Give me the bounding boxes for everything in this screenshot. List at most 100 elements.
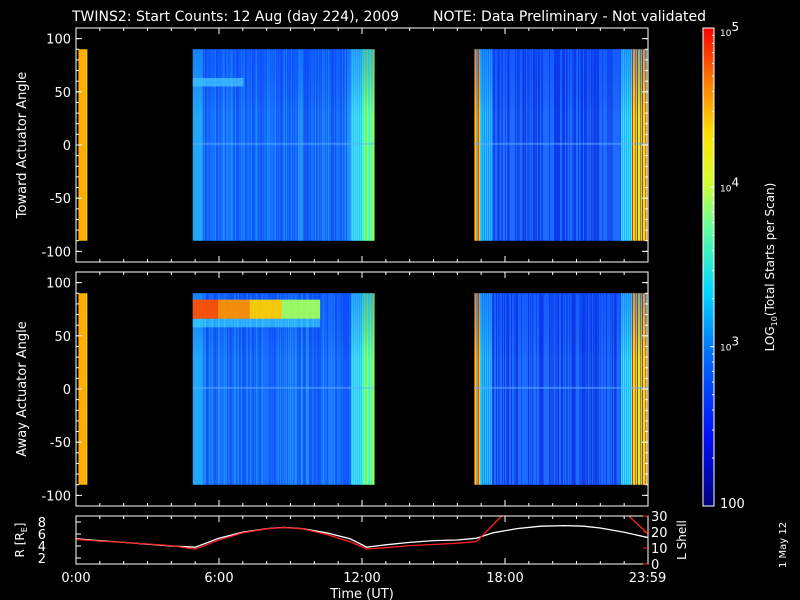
heat-column: [505, 293, 507, 485]
heat-column: [357, 49, 360, 241]
heat-column: [597, 49, 599, 241]
heat-column: [230, 293, 233, 485]
heat-column: [317, 293, 320, 485]
heat-column: [575, 49, 577, 241]
heat-column: [530, 49, 532, 241]
heat-column: [584, 293, 586, 485]
heat-column: [297, 293, 300, 485]
heat-column: [256, 293, 259, 485]
heat-column: [611, 49, 613, 241]
heat-column: [349, 49, 352, 241]
heat-column: [534, 293, 536, 485]
heat-column: [594, 49, 596, 241]
heat-column: [582, 49, 584, 241]
heat-column: [267, 49, 270, 241]
heat-column: [222, 49, 225, 241]
heat-column: [570, 49, 572, 241]
heat-column: [548, 49, 550, 241]
heat-column: [476, 49, 478, 241]
heat-column: [589, 293, 591, 485]
heat-column: [629, 293, 631, 485]
heat-column: [620, 293, 622, 485]
heat-column: [248, 293, 251, 485]
lshell-line: [628, 516, 648, 535]
y-tick-label: 50: [54, 330, 71, 345]
heat-column: [586, 49, 588, 241]
heat-column: [224, 293, 227, 485]
heat-column: [312, 293, 315, 485]
heat-column: [307, 49, 310, 241]
heat-column: [605, 49, 607, 241]
heat-column: [563, 49, 565, 241]
heat-column: [510, 49, 512, 241]
heat-column: [515, 49, 517, 241]
heat-column: [204, 293, 207, 485]
heat-column: [319, 49, 322, 241]
heat-column: [618, 49, 620, 241]
heat-column: [639, 49, 641, 241]
heat-column: [201, 49, 204, 241]
heat-column: [214, 293, 217, 485]
heat-column: [203, 49, 206, 241]
heat-column: [611, 293, 613, 485]
heat-column: [555, 49, 557, 241]
heat-column: [265, 293, 268, 485]
heat-column: [334, 293, 337, 485]
heat-column: [540, 49, 542, 241]
heat-column: [536, 49, 538, 241]
heat-column: [639, 293, 641, 485]
toward-heatmap-panel: 100 50 0 -50 -100 Toward Actuator Angle: [15, 27, 649, 263]
heat-column: [601, 49, 603, 241]
heat-column: [512, 49, 514, 241]
heat-column: [345, 293, 348, 485]
heat-column: [363, 293, 366, 485]
heat-column: [625, 49, 627, 241]
heat-column: [495, 293, 497, 485]
heat-column: [237, 293, 240, 485]
heat-column: [367, 293, 370, 485]
heat-column: [313, 49, 316, 241]
heat-column: [478, 49, 480, 241]
heat-column: [367, 49, 370, 241]
heat-column: [341, 49, 344, 241]
heat-column: [282, 293, 285, 485]
heat-column: [587, 49, 589, 241]
heat-column: [316, 293, 319, 485]
heat-column: [623, 293, 625, 485]
heat-column: [583, 49, 585, 241]
heat-column: [364, 49, 367, 241]
heat-column: [261, 293, 264, 485]
heat-column: [557, 293, 559, 485]
heat-column: [537, 49, 539, 241]
heat-column: [607, 293, 609, 485]
heat-column: [254, 293, 257, 485]
heat-column: [521, 293, 523, 485]
heat-column: [245, 49, 248, 241]
heat-column: [538, 293, 540, 485]
heat-column: [632, 293, 634, 485]
heat-column: [305, 49, 308, 241]
heat-column: [507, 293, 509, 485]
heat-column: [547, 293, 549, 485]
heat-column: [331, 293, 334, 485]
lshell-line: [76, 516, 502, 550]
heat-column: [360, 293, 363, 485]
heat-column: [268, 49, 271, 241]
colorbar-tick-label: 104: [720, 175, 739, 194]
heat-column: [318, 293, 321, 485]
heat-column: [362, 293, 365, 485]
heat-column: [556, 293, 558, 485]
heat-column: [614, 293, 616, 485]
heat-column: [313, 293, 316, 485]
heat-column: [613, 293, 615, 485]
heat-column: [531, 293, 533, 485]
heat-column: [549, 293, 551, 485]
heat-column: [520, 293, 522, 485]
heat-column: [323, 293, 326, 485]
heat-column: [494, 49, 496, 241]
heat-column: [206, 49, 209, 241]
heat-column: [636, 293, 638, 485]
heat-column: [211, 49, 214, 241]
heat-column: [220, 293, 223, 485]
heat-column: [567, 293, 569, 485]
